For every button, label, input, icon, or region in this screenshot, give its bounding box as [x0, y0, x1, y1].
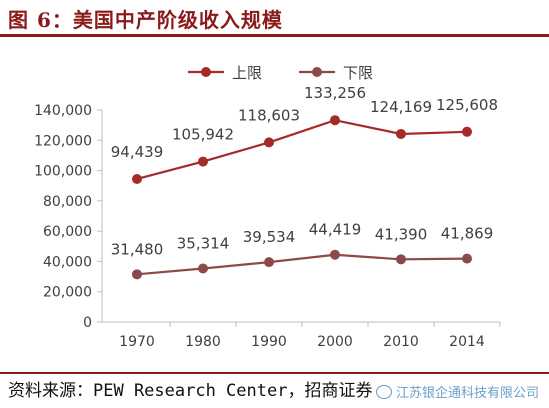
data-label: 31,480 [111, 240, 164, 258]
title-divider [0, 34, 549, 37]
x-tick-label: 1970 [119, 334, 155, 350]
watermark-text: 江苏银企通科技有限公司 [395, 386, 539, 401]
data-label: 105,942 [172, 126, 234, 144]
data-point [396, 128, 406, 139]
data-point [132, 269, 142, 280]
data-point [330, 115, 340, 126]
data-point [396, 254, 406, 265]
series-line-lower [136, 253, 468, 276]
data-label: 94,439 [111, 143, 164, 161]
legend-marker [201, 67, 211, 77]
data-label: 124,169 [370, 98, 432, 116]
x-tick-label: 2000 [317, 334, 353, 350]
data-point [198, 156, 208, 167]
data-point [462, 126, 472, 137]
series-line-upper [136, 119, 468, 181]
data-point [330, 249, 340, 260]
source-note: 资料来源：PEW Research Center，招商证券 [8, 381, 373, 401]
data-point [264, 137, 274, 148]
footer-divider [0, 372, 549, 374]
data-label: 39,534 [243, 228, 296, 246]
y-tick-label: 100,000 [34, 164, 92, 180]
data-label: 35,314 [177, 235, 230, 253]
figure-title: 图 6：美国中产阶级收入规模 [8, 8, 283, 32]
y-tick-label: 20,000 [43, 285, 92, 301]
data-point [132, 173, 142, 184]
data-label: 133,256 [304, 84, 366, 102]
y-tick-label: 0 [83, 315, 92, 331]
legend-label: 上限 [232, 64, 262, 82]
data-label: 44,419 [309, 221, 362, 239]
y-tick-label: 60,000 [43, 224, 92, 240]
x-tick-label: 2014 [449, 334, 485, 350]
data-point [462, 253, 472, 264]
x-tick-label: 2010 [383, 334, 419, 350]
line-chart: 0 20,000 40,000 60,000 80,000 100,000 120,000 1… [34, 64, 501, 350]
y-tick-label: 40,000 [43, 254, 92, 270]
data-point [264, 257, 274, 268]
watermark: 江苏银企通科技有限公司 [375, 382, 539, 401]
y-tick-label: 80,000 [43, 194, 92, 210]
y-tick-label: 140,000 [34, 103, 92, 119]
data-label: 41,869 [441, 225, 494, 243]
data-point [198, 263, 208, 274]
legend-label: 下限 [343, 64, 373, 82]
data-label: 125,608 [436, 96, 498, 114]
legend-marker [312, 67, 322, 77]
x-tick-label: 1990 [251, 334, 287, 350]
data-label: 118,603 [238, 106, 300, 124]
y-tick-label: 120,000 [34, 133, 92, 149]
data-label: 41,390 [375, 225, 428, 243]
x-tick-label: 1980 [185, 334, 221, 350]
wechat-icon [375, 385, 392, 399]
